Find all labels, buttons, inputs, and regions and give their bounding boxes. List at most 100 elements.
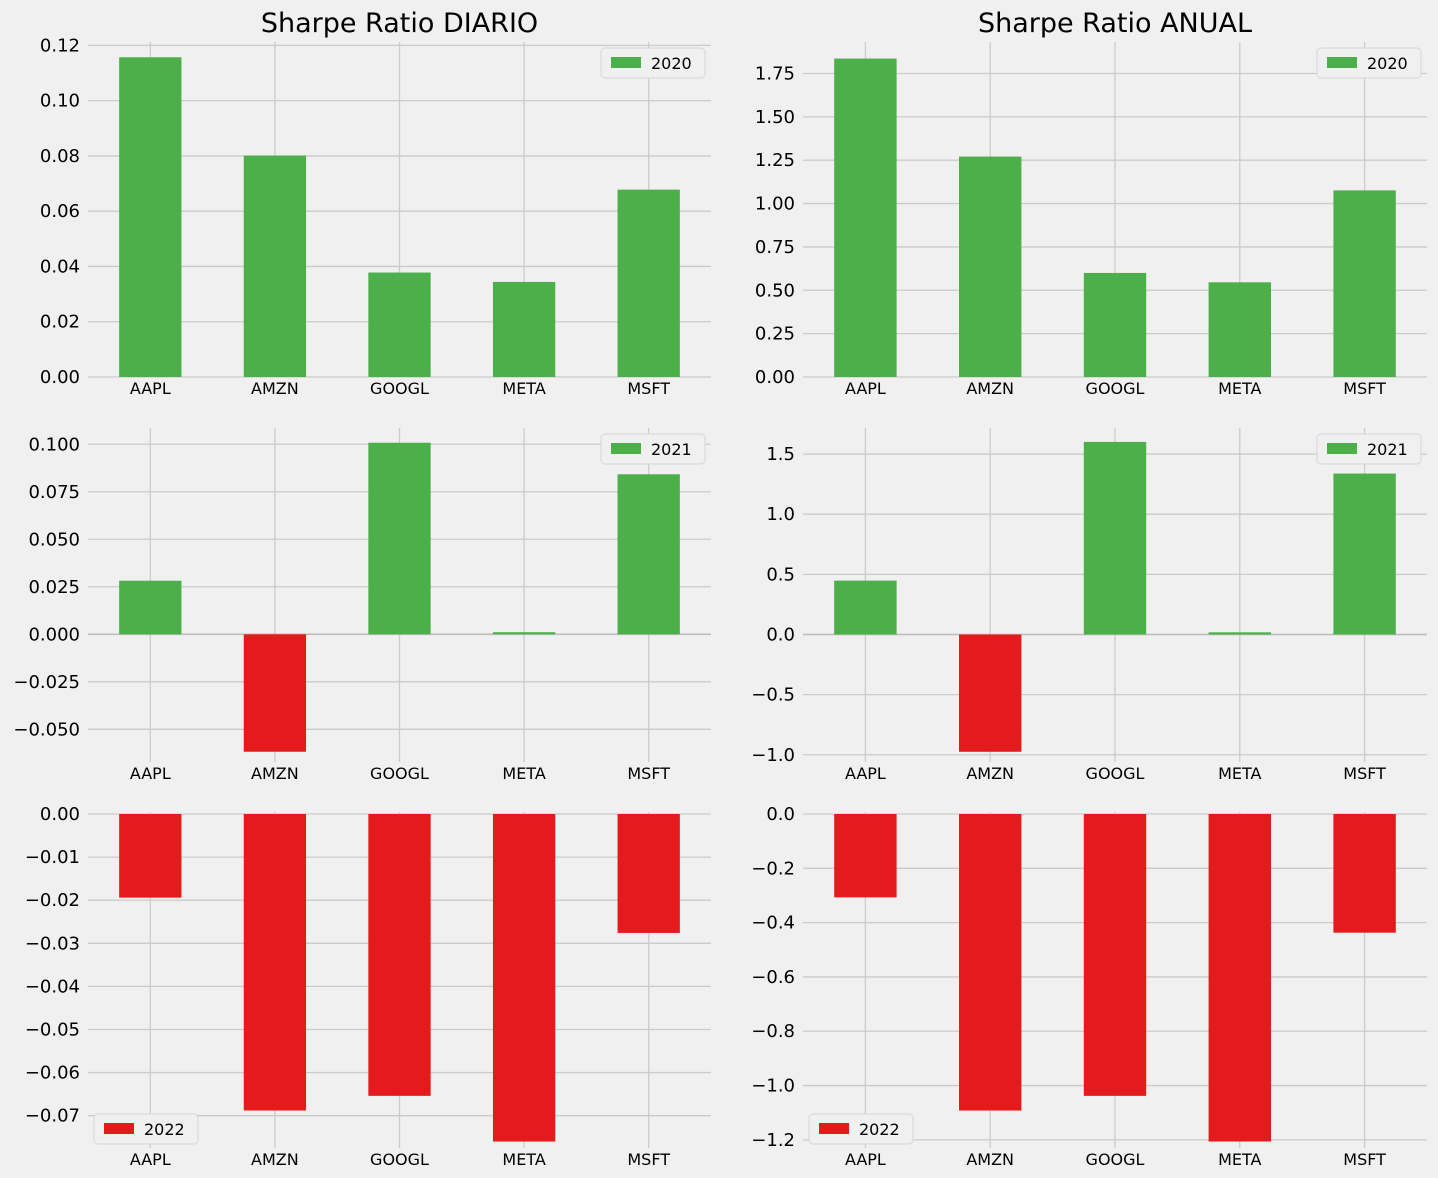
legend: 2022 <box>93 1113 199 1145</box>
chart-title: Sharpe Ratio ANUAL <box>978 8 1252 39</box>
y-tick-label: −0.8 <box>751 1021 795 1042</box>
legend-frame <box>600 433 706 465</box>
x-tick-label: GOOGL <box>1086 764 1145 783</box>
bar-meta <box>492 632 556 635</box>
legend-frame <box>1316 47 1422 79</box>
x-tick-label: AMZN <box>966 764 1014 783</box>
y-tick-label: 1.5 <box>766 444 795 465</box>
bar-googl <box>1083 441 1147 635</box>
bar-googl <box>368 814 431 1096</box>
x-tick-label: MSFT <box>1343 1150 1386 1169</box>
bar-aapl <box>119 580 182 635</box>
x-tick-label: META <box>1218 379 1261 398</box>
y-tick-label: 1.50 <box>755 107 795 128</box>
bar-meta <box>492 281 556 377</box>
y-tick-label: 0.0 <box>766 624 795 645</box>
x-tick-label: META <box>502 379 545 398</box>
y-tick-label: −0.04 <box>25 976 80 997</box>
bar-aapl <box>834 580 897 635</box>
y-tick-label: −0.07 <box>25 1106 80 1127</box>
legend-frame <box>1316 433 1422 465</box>
legend-frame <box>808 1113 914 1145</box>
bar-amzn <box>243 814 307 1111</box>
y-tick-label: −0.02 <box>25 890 80 911</box>
chart-panel-5: −0.07 −0.06 −0.05 −0.04 −0.03 −0.02 −0.01 0.00 A… <box>25 804 711 1169</box>
y-tick-label: −0.03 <box>25 933 80 954</box>
x-tick-label: META <box>1218 764 1261 783</box>
bar-msft <box>1333 190 1396 377</box>
y-tick-label: −0.05 <box>25 1019 80 1040</box>
bar-amzn <box>959 156 1022 377</box>
legend-swatch <box>819 1123 849 1134</box>
bar-amzn <box>959 634 1022 752</box>
y-tick-label: 0.10 <box>40 91 80 112</box>
y-tick-label: 1.25 <box>755 150 795 171</box>
x-tick-label: AMZN <box>251 379 299 398</box>
legend-label: 2021 <box>1367 440 1408 459</box>
y-tick-label: −0.4 <box>751 913 795 934</box>
legend-swatch <box>104 1123 134 1134</box>
x-tick-label: GOOGL <box>1086 1150 1145 1169</box>
bar-amzn <box>243 634 307 752</box>
y-tick-label: −0.050 <box>13 719 80 740</box>
y-tick-label: 0.06 <box>40 201 80 222</box>
chart-panel-1: 0.00 0.02 0.04 0.06 0.08 0.10 0.12 AAPL AMZN GOOG… <box>40 8 711 398</box>
bar-aapl <box>119 57 182 377</box>
x-tick-label: AAPL <box>130 379 171 398</box>
chart-panel-3: −0.050 −0.025 0.000 0.025 0.050 0.075 0.100 AAP… <box>13 428 711 783</box>
legend: 2021 <box>600 433 706 465</box>
x-tick-label: META <box>1218 1150 1261 1169</box>
x-tick-label: AAPL <box>130 764 171 783</box>
bar-aapl <box>119 814 182 898</box>
y-tick-label: 0.00 <box>40 367 80 388</box>
legend-frame <box>93 1113 199 1145</box>
legend: 2021 <box>1316 433 1422 465</box>
y-tick-label: 0.12 <box>40 35 80 56</box>
bar-googl <box>1083 272 1147 377</box>
legend-frame <box>600 47 706 79</box>
legend-label: 2020 <box>1367 54 1408 73</box>
x-tick-label: MSFT <box>1343 764 1386 783</box>
bar-meta <box>492 814 556 1142</box>
legend: 2020 <box>1316 47 1422 79</box>
x-tick-label: AAPL <box>845 1150 886 1169</box>
legend-label: 2021 <box>651 440 692 459</box>
bar-aapl <box>834 58 897 377</box>
y-tick-label: 1.00 <box>755 194 795 215</box>
y-tick-label: 0.050 <box>28 529 80 550</box>
bar-msft <box>1333 814 1396 933</box>
bar-msft <box>1333 473 1396 635</box>
chart-title: Sharpe Ratio DIARIO <box>261 8 538 39</box>
y-tick-label: 0.00 <box>755 367 795 388</box>
bar-meta <box>1208 814 1271 1142</box>
y-tick-label: −0.2 <box>751 858 795 879</box>
y-tick-label: 0.5 <box>766 564 795 585</box>
bar-amzn <box>959 814 1022 1111</box>
legend-swatch <box>611 57 641 68</box>
legend-swatch <box>611 443 641 454</box>
y-tick-label: 0.04 <box>40 256 80 277</box>
x-tick-label: META <box>502 1150 545 1169</box>
y-tick-label: −0.06 <box>25 1063 80 1084</box>
legend-label: 2022 <box>144 1120 185 1139</box>
legend-swatch <box>1327 443 1357 454</box>
y-tick-label: 1.0 <box>766 504 795 525</box>
chart-panel-6: −1.2 −1.0 −0.8 −0.6 −0.4 −0.2 0.0 AAPL AMZN GOOGL… <box>751 804 1427 1169</box>
y-tick-label: 0.100 <box>28 434 80 455</box>
y-tick-label: −1.2 <box>751 1130 795 1151</box>
y-tick-label: 0.25 <box>755 324 795 345</box>
bar-msft <box>617 814 680 933</box>
bar-meta <box>1208 632 1271 635</box>
x-tick-label: MSFT <box>1343 379 1386 398</box>
legend-label: 2020 <box>651 54 692 73</box>
y-tick-label: −1.0 <box>751 745 795 766</box>
legend: 2020 <box>600 47 706 79</box>
x-tick-label: MSFT <box>627 379 670 398</box>
y-tick-label: −0.6 <box>751 967 795 988</box>
bar-meta <box>1208 282 1271 377</box>
x-tick-label: AAPL <box>845 764 886 783</box>
x-tick-label: MSFT <box>627 1150 670 1169</box>
y-tick-label: 0.075 <box>28 482 80 503</box>
x-tick-label: AMZN <box>966 1150 1014 1169</box>
